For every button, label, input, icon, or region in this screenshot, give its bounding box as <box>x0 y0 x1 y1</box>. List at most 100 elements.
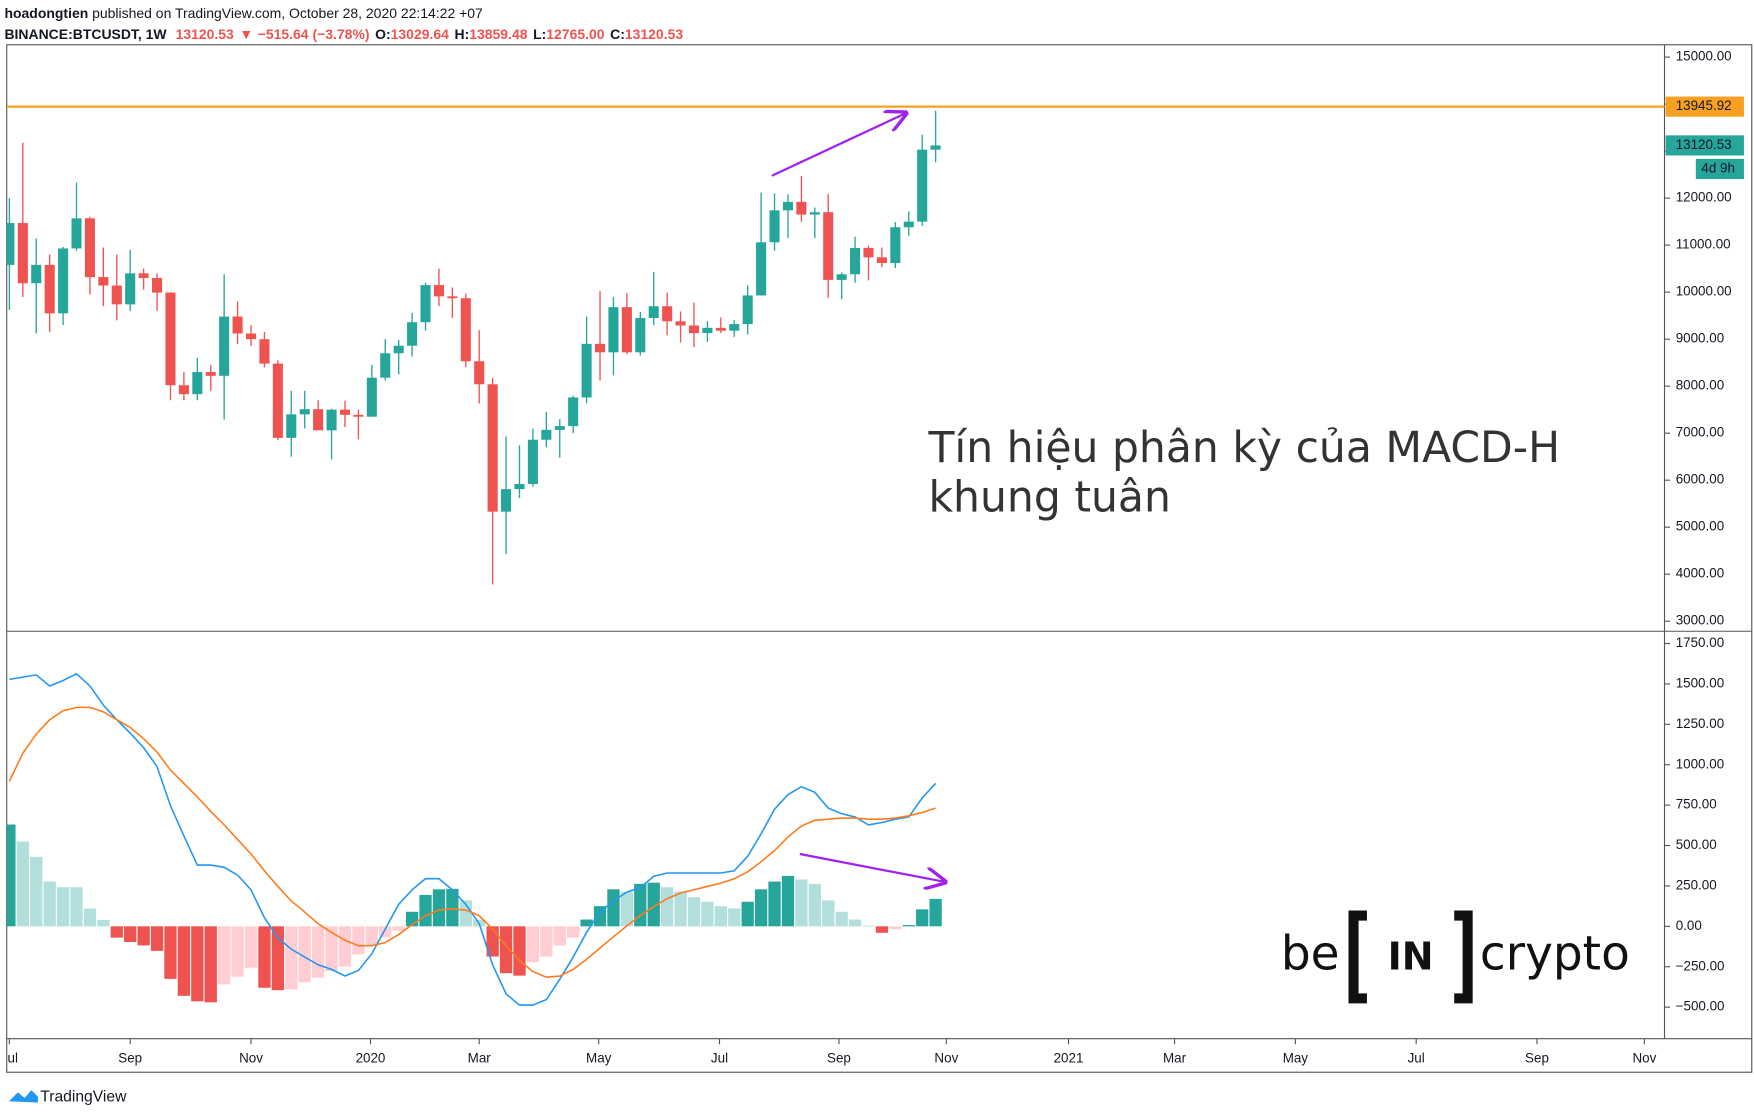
candle-body <box>487 384 498 512</box>
candle-body <box>769 210 780 243</box>
candle-body <box>98 277 109 286</box>
y-tick-label: 0.00 <box>1676 918 1702 933</box>
price-axis: 3000.00 4000.00 5000.00 6000.00 7000.00 8000.… <box>1664 49 1744 1014</box>
candle-body <box>58 248 69 314</box>
candle-body <box>393 345 404 354</box>
candle-body <box>71 218 82 249</box>
histogram-bar <box>848 919 862 927</box>
x-tick-label: Sep <box>1525 1050 1549 1065</box>
open-label: O: <box>375 26 391 42</box>
histogram-bar <box>593 906 607 927</box>
close: 13120.53 <box>625 26 683 42</box>
candle-body <box>165 292 176 386</box>
histogram-bar <box>687 897 701 927</box>
header-line-1: hoadongtien published on TradingView.com… <box>4 5 483 21</box>
x-tick-label: Nov <box>934 1050 958 1065</box>
x-tick-label: Jul <box>1408 1050 1425 1065</box>
y-tick-label: 5000.00 <box>1676 519 1724 534</box>
divergence-arrow <box>771 113 906 177</box>
candle-body <box>702 327 713 334</box>
candle-body <box>742 295 753 325</box>
histogram-bar <box>889 926 902 930</box>
histogram-bar <box>271 926 285 991</box>
histogram-bar <box>97 919 110 927</box>
candle-body <box>6 223 15 265</box>
candle-body <box>152 278 163 293</box>
candle-body <box>125 273 136 305</box>
histogram-bar <box>660 887 674 927</box>
histogram-bar <box>526 926 540 963</box>
histogram-bar <box>808 883 821 927</box>
arrow: ▼ <box>239 26 253 42</box>
histogram-bar <box>929 898 942 927</box>
y-tick-label: 250.00 <box>1676 877 1717 892</box>
histogram-bar <box>325 926 338 972</box>
open: 13029.64 <box>391 26 449 42</box>
y-tick-label: 1000.00 <box>1676 756 1724 771</box>
candle-body <box>930 145 941 150</box>
change: −515.64 (−3.78%) <box>258 26 370 42</box>
candle-body <box>232 316 243 334</box>
candle-body <box>715 327 726 331</box>
divergence-arrow <box>799 852 945 882</box>
histogram-bar <box>540 926 553 957</box>
last: 13120.53 <box>176 26 234 42</box>
candle-body <box>366 377 377 417</box>
candle-body <box>111 285 122 305</box>
histogram-bar <box>835 911 848 927</box>
x-tick-label: Sep <box>827 1050 851 1065</box>
histogram-bar <box>701 901 714 927</box>
histogram-bar <box>902 925 915 927</box>
histogram-bar <box>862 925 875 927</box>
candle-body <box>407 322 418 346</box>
histogram-bar <box>795 879 808 927</box>
candle-body <box>259 339 270 364</box>
histogram-bar <box>164 926 177 979</box>
histogram-bar <box>580 919 593 927</box>
histogram-bar <box>338 926 352 967</box>
y-tick-label: 1500.00 <box>1676 675 1724 690</box>
high-label: H: <box>454 26 469 42</box>
histogram-bar <box>110 926 123 938</box>
candle-body <box>219 316 230 376</box>
candle-body <box>501 489 512 512</box>
histogram-bar <box>647 882 660 927</box>
candle-body <box>554 426 565 430</box>
candle-body <box>299 409 310 415</box>
y-tick-label: 3000.00 <box>1676 613 1724 628</box>
histogram-bar <box>781 875 795 927</box>
candle-body <box>903 221 914 228</box>
histogram-bar <box>499 926 513 974</box>
histogram-bar <box>419 894 432 927</box>
candle-body <box>178 385 189 395</box>
histogram-bar <box>459 900 472 927</box>
last-price-label: 13120.53 <box>1676 137 1732 152</box>
candle-body <box>447 296 458 299</box>
histogram-bar <box>607 889 620 927</box>
macd-pane <box>6 672 942 1006</box>
frame <box>6 44 1753 1073</box>
histogram-bar <box>311 926 325 978</box>
x-tick-label: Mar <box>1163 1050 1187 1065</box>
countdown-tag <box>1695 158 1744 180</box>
candle-body <box>420 285 431 323</box>
candle-body <box>756 242 767 296</box>
histogram-bar <box>177 926 191 996</box>
annotation: Tín hiệu phân kỳ của MACD-H <box>927 424 1560 473</box>
y-tick-label: 7000.00 <box>1676 425 1724 440</box>
candle-body <box>796 201 807 215</box>
candle-body <box>809 212 820 215</box>
candle-body <box>138 273 149 279</box>
macd-line <box>9 672 937 1006</box>
candle-body <box>850 247 861 275</box>
logo-text: crypto <box>1480 926 1630 981</box>
y-tick-label: 12000.00 <box>1676 190 1732 205</box>
candle-body <box>205 372 216 376</box>
candle-body <box>729 324 740 331</box>
x-tick-label: 2020 <box>356 1050 386 1065</box>
candle-body <box>514 483 525 490</box>
candle-body <box>474 361 485 385</box>
x-tick-label: Sep <box>118 1050 142 1065</box>
y-tick-label: 4000.00 <box>1676 566 1724 581</box>
